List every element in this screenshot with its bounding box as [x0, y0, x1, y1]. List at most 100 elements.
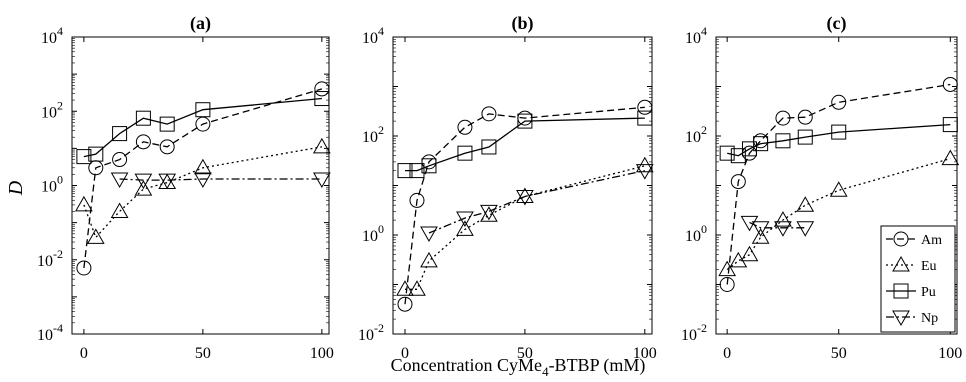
data-point-np [110, 172, 129, 188]
series-line-pu [727, 123, 951, 157]
legend-label-np: Np [921, 311, 938, 326]
data-point-pu [159, 116, 175, 132]
data-point-eu [774, 211, 792, 227]
legend-marker-np [892, 310, 910, 327]
data-point-am [942, 76, 958, 92]
panel-2: 10-2 100 102 104 0 50 100 (b) [358, 13, 657, 362]
y-tick-label: 100 [362, 222, 384, 245]
data-point-eu [941, 149, 960, 166]
data-point-np [480, 204, 498, 221]
x-tick-label: 100 [938, 345, 962, 362]
data-point-np [635, 164, 654, 180]
data-point-eu [110, 202, 129, 218]
data-point-pu [409, 163, 425, 179]
legend-marker-am [893, 231, 909, 247]
data-point-pu [112, 126, 128, 142]
data-point-am [457, 119, 473, 135]
data-point-am [159, 139, 175, 155]
data-point-pu [421, 158, 437, 174]
data-point-pu [942, 117, 958, 133]
x-tick-label: 0 [723, 345, 731, 362]
y-axis-label: D [5, 180, 27, 196]
series-line-pu [405, 117, 645, 172]
data-point-np [796, 221, 815, 237]
data-point-eu [480, 206, 498, 222]
y-tick-label: 104 [685, 24, 707, 47]
data-point-np [456, 211, 474, 228]
data-point-eu [456, 220, 474, 236]
data-point-eu [740, 245, 759, 262]
data-point-am [409, 192, 425, 208]
data-point-pu [637, 110, 653, 126]
data-point-am [481, 106, 497, 122]
data-point-pu [88, 146, 104, 162]
legend-marker-pu [893, 283, 909, 299]
series-line-eu [405, 165, 645, 290]
data-point-pu [741, 141, 757, 157]
panel-3: 10-2 100 102 104 0 50 100 (c) [681, 13, 962, 362]
data-point-pu [719, 145, 735, 161]
series-line-pu [83, 97, 322, 158]
data-point-pu [831, 124, 847, 140]
panel-title: (c) [827, 13, 847, 34]
series-line-am [83, 88, 323, 269]
y-tick-label: 102 [362, 123, 384, 146]
data-point-am [135, 134, 151, 150]
legend-label-am: Am [921, 233, 942, 248]
data-point-pu [797, 129, 813, 145]
x-tick-label: 50 [517, 345, 533, 362]
series-line-eu [726, 157, 951, 271]
data-point-pu [517, 113, 533, 129]
panel-title: (a) [190, 13, 211, 34]
data-point-pu [775, 133, 791, 149]
data-point-eu [516, 187, 534, 203]
panel-title: (b) [512, 13, 534, 34]
data-point-am [730, 174, 746, 190]
legend-box [880, 225, 956, 333]
data-point-eu [194, 158, 212, 175]
plot-frame [392, 36, 653, 335]
data-point-pu [481, 139, 497, 155]
data-point-np [774, 221, 792, 237]
legend-label-eu: Eu [921, 259, 937, 274]
data-point-pu [135, 110, 151, 126]
x-tick-label: 100 [633, 345, 657, 362]
data-point-np [158, 173, 177, 190]
data-point-pu [76, 149, 92, 165]
y-tick-label: 102 [41, 98, 63, 121]
data-point-am [76, 260, 92, 276]
data-point-eu [75, 195, 93, 212]
legend: Am Eu Pu Np [880, 225, 956, 333]
data-point-eu [751, 228, 770, 244]
data-point-eu [796, 196, 815, 212]
data-point-np [420, 226, 438, 242]
series-line-am [726, 83, 951, 285]
x-tick-label: 50 [195, 345, 211, 362]
data-point-am [397, 296, 413, 312]
data-point-eu [718, 260, 737, 277]
data-point-eu [86, 228, 105, 244]
y-tick-label: 102 [685, 123, 707, 146]
x-tick-label: 0 [80, 345, 88, 362]
y-tick-label: 100 [41, 173, 63, 196]
y-tick-label: 100 [685, 222, 707, 245]
data-point-eu [312, 137, 331, 154]
data-point-am [314, 81, 330, 97]
data-point-eu [134, 180, 153, 196]
x-tick-label: 50 [831, 345, 847, 362]
data-point-am [637, 99, 653, 115]
y-tick-label: 10-2 [37, 247, 63, 270]
data-point-am [797, 109, 813, 125]
plot-frame [71, 36, 330, 335]
x-axis-label: Concentration CyMe4-BTBP (mM) [391, 355, 646, 377]
series-line-am [404, 106, 645, 305]
data-point-pu [195, 102, 211, 118]
data-point-np [312, 172, 331, 188]
data-point-np [516, 189, 534, 206]
data-point-np [194, 172, 212, 188]
data-point-eu [408, 280, 426, 296]
panel-1: 10-4 10-2 100 102 104 0 50 100 (a) [37, 13, 334, 362]
legend-label-pu: Pu [921, 285, 936, 300]
